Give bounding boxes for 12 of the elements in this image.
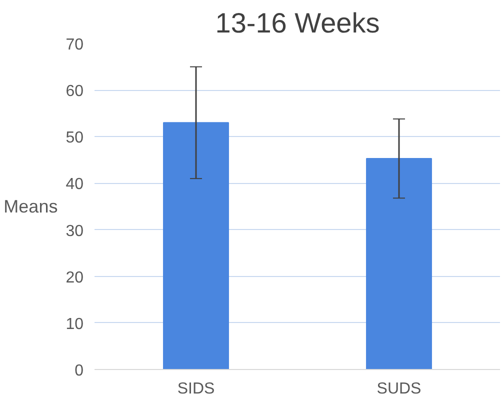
- y-tick-label: 10: [66, 316, 84, 333]
- x-tick-label: SIDS: [177, 380, 215, 398]
- y-axis-title: Means: [4, 196, 58, 216]
- chart-title: 13-16 Weeks: [215, 8, 380, 38]
- y-tick-label: 30: [66, 222, 84, 240]
- y-tick-label: 60: [66, 83, 84, 100]
- y-tick-label: 40: [66, 176, 84, 194]
- y-tick-label: 0: [74, 362, 84, 380]
- y-tick-label: 70: [66, 36, 84, 54]
- y-tick-label: 50: [66, 130, 84, 147]
- y-tick-label: 20: [66, 269, 84, 286]
- x-tick-label: SUDS: [376, 380, 422, 398]
